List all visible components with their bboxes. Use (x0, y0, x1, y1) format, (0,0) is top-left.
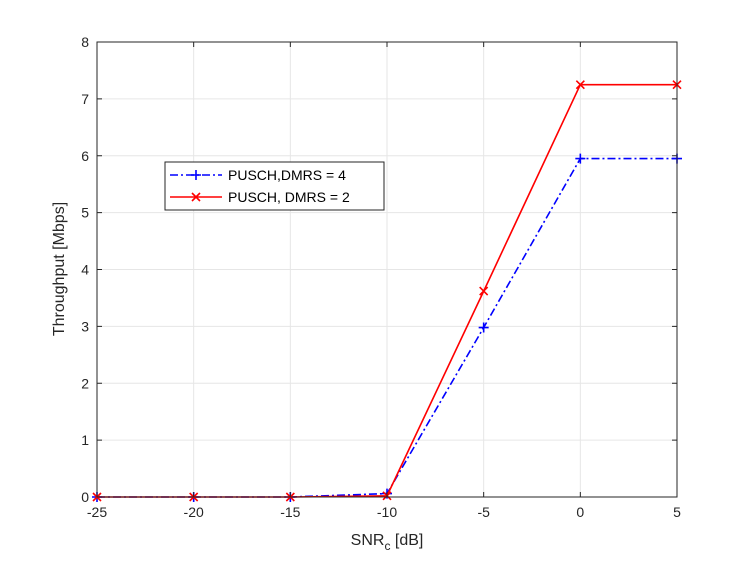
y-tick-label: 4 (81, 262, 89, 278)
legend-marker-dmrs4 (191, 170, 201, 180)
x-axis-label-main: SNR (351, 532, 385, 549)
data-point-marker (479, 286, 489, 296)
x-axis-label-unit: [dB] (390, 532, 423, 549)
ticks (96, 41, 678, 498)
x-tick-labels: -25 -20 -15 -10 -5 0 5 (87, 504, 681, 520)
x-tick-label: -10 (377, 504, 397, 520)
legend-label-dmrs2: PUSCH, DMRS = 2 (228, 189, 350, 205)
x-axis-label: SNRc [dB] (351, 532, 424, 553)
legend-marker-dmrs2 (191, 192, 201, 202)
y-tick-label: 1 (81, 432, 89, 448)
legend-label-dmrs4: PUSCH,DMRS = 4 (228, 167, 346, 183)
x-tick-label: -15 (280, 504, 300, 520)
x-axis-label-subscript: c (384, 539, 390, 553)
y-tick-label: 7 (81, 91, 89, 107)
x-tick-label: 0 (576, 504, 584, 520)
y-tick-label: 0 (81, 489, 89, 505)
x-tick-label: -25 (87, 504, 107, 520)
y-tick-label: 2 (81, 375, 89, 391)
y-tick-label: 5 (81, 205, 89, 221)
y-tick-label: 6 (81, 148, 89, 164)
y-tick-labels: 0 1 2 3 4 5 6 7 8 (81, 34, 89, 505)
data-point-marker (575, 153, 586, 164)
x-tick-label: -20 (184, 504, 204, 520)
legend-marker-symbol (191, 192, 201, 202)
x-tick-label: -5 (477, 504, 490, 520)
y-tick-label: 8 (81, 34, 89, 50)
y-tick-label: 3 (81, 318, 89, 334)
legend: PUSCH,DMRS = 4 PUSCH, DMRS = 2 (164, 161, 385, 211)
legend-marker-symbol (191, 170, 201, 180)
data-point-marker (575, 80, 585, 90)
data-point-marker (478, 322, 489, 333)
y-axis-label: Throughput [Mbps] (51, 202, 68, 336)
legend-box (164, 161, 385, 211)
x-tick-label: 5 (673, 504, 681, 520)
